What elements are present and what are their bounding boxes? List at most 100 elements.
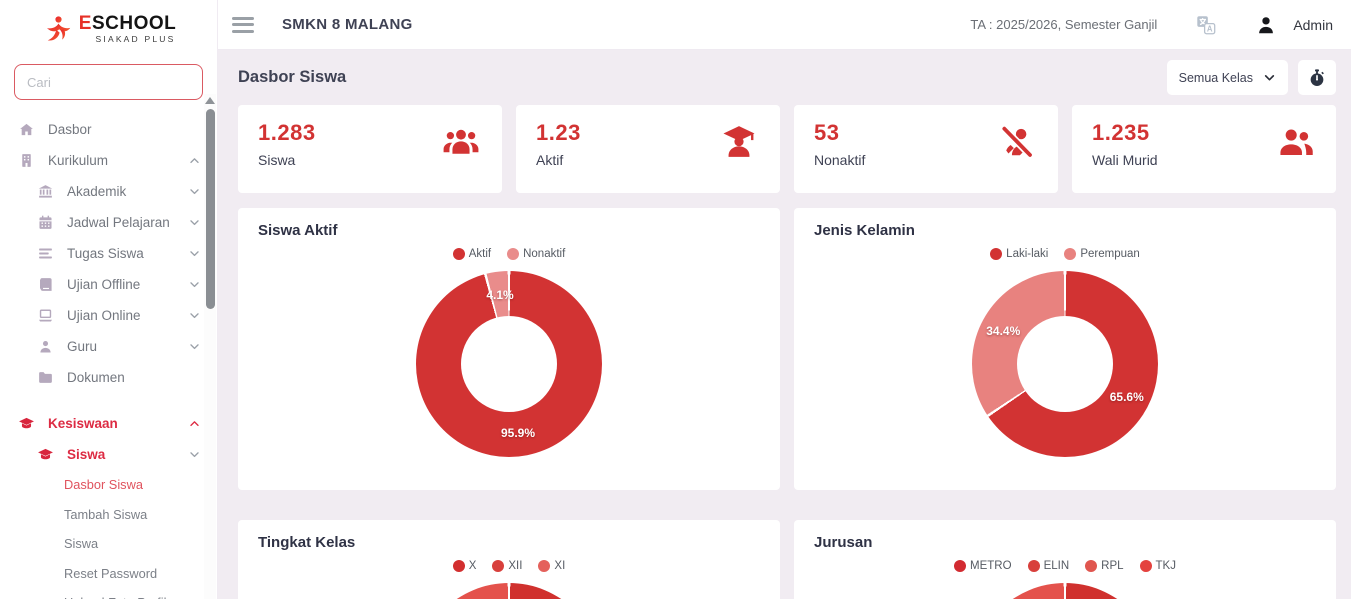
legend-item-aktif[interactable]: Aktif bbox=[452, 248, 492, 260]
chevron-down-icon bbox=[188, 278, 201, 291]
legend-item-perempuan[interactable]: Perempuan bbox=[1064, 248, 1140, 260]
brand-name: ESCHOOL bbox=[78, 13, 177, 35]
slice-label-laki-laki: 65.6% bbox=[1109, 389, 1144, 404]
legend-dot bbox=[492, 560, 505, 572]
building-icon bbox=[18, 152, 35, 169]
sidebar-item-label: Dokumen bbox=[67, 370, 125, 385]
legend-item-elin[interactable]: ELIN bbox=[1027, 560, 1070, 572]
sidebar-item-label: Tambah Siswa bbox=[64, 506, 148, 522]
chart-legend: Aktif Nonaktif bbox=[258, 246, 760, 262]
stat-card-siswa: 1.283 Siswa bbox=[238, 105, 502, 193]
legend-dot bbox=[1139, 560, 1152, 572]
legend-item-rpl[interactable]: RPL bbox=[1085, 560, 1124, 572]
chevron-down-icon bbox=[188, 340, 201, 353]
user-avatar-icon[interactable] bbox=[1255, 14, 1277, 36]
stat-label: Siswa bbox=[258, 152, 296, 168]
sidebar: ESCHOOL SIAKAD PLUS Dasbor Kurikulum Akade… bbox=[0, 0, 218, 599]
chevron-down-icon bbox=[188, 247, 201, 260]
users-two-icon bbox=[1276, 123, 1314, 161]
sidebar-item-reset-password[interactable]: Reset Password bbox=[0, 559, 217, 589]
sidebar-item-tugas-siswa[interactable]: Tugas Siswa bbox=[0, 238, 217, 269]
chevron-down-icon bbox=[1263, 71, 1276, 84]
stats-row: 1.283 Siswa 1.23 Aktif 53 Nonaktif 1.235 Wali M… bbox=[238, 105, 1336, 193]
search-input[interactable] bbox=[14, 64, 203, 100]
sidebar-item-ujian-offline[interactable]: Ujian Offline bbox=[0, 269, 217, 300]
legend-dot bbox=[452, 560, 465, 572]
user-name[interactable]: Admin bbox=[1293, 16, 1333, 33]
grad-cap-icon bbox=[18, 415, 35, 432]
legend-item-tkj[interactable]: TKJ bbox=[1139, 560, 1176, 572]
stat-card-nonaktif: 53 Nonaktif bbox=[794, 105, 1058, 193]
sidebar-item-label: Akademik bbox=[67, 184, 127, 199]
donut-chart[interactable] bbox=[972, 583, 1158, 599]
sidebar-scrollbar[interactable] bbox=[204, 94, 216, 599]
chart-card-jurusan: Jurusan METRO ELIN RPL TKJ bbox=[794, 520, 1336, 599]
scrollbar-thumb[interactable] bbox=[205, 109, 215, 309]
calendar-icon bbox=[37, 214, 54, 231]
sidebar-item-label: Siswa bbox=[64, 536, 99, 552]
sidebar-item-guru[interactable]: Guru bbox=[0, 331, 217, 362]
donut-chart[interactable] bbox=[416, 271, 602, 457]
sidebar-item-label: Dasbor bbox=[48, 122, 92, 137]
tasks-icon bbox=[37, 245, 54, 262]
legend-item-laki-laki[interactable]: Laki-laki bbox=[990, 248, 1048, 260]
scrollbar-up-arrow-icon[interactable] bbox=[205, 97, 215, 104]
chart-legend: X XII XI bbox=[258, 558, 760, 574]
school-name: SMKN 8 MALANG bbox=[282, 16, 413, 33]
sidebar-item-label: Upload Foto Profil bbox=[64, 595, 166, 599]
timer-button[interactable] bbox=[1298, 60, 1336, 95]
brand-logo[interactable]: ESCHOOL SIAKAD PLUS bbox=[0, 0, 217, 52]
donut-chart[interactable] bbox=[416, 583, 602, 599]
sidebar-item-akademik[interactable]: Akademik bbox=[0, 176, 217, 207]
legend-item-xi[interactable]: XI bbox=[538, 560, 565, 572]
legend-label: METRO bbox=[970, 560, 1012, 572]
sidebar-item-kesiswaan[interactable]: Kesiswaan bbox=[0, 408, 217, 439]
chevron-down-icon bbox=[188, 309, 201, 322]
sidebar-item-label: Tugas Siswa bbox=[67, 246, 144, 261]
stat-value: 53 bbox=[814, 120, 840, 145]
sidebar-item-dasbor-siswa[interactable]: Dasbor Siswa bbox=[0, 470, 217, 500]
sidebar-item-dasbor[interactable]: Dasbor bbox=[0, 114, 217, 145]
legend-dot bbox=[1085, 560, 1098, 572]
brand-subtitle: SIAKAD PLUS bbox=[95, 34, 176, 45]
sidebar-item-upload-foto-profil[interactable]: Upload Foto Profil bbox=[0, 588, 217, 599]
legend-item-metro[interactable]: METRO bbox=[954, 560, 1012, 572]
legend-label: RPL bbox=[1101, 560, 1124, 572]
chart-title: Jurusan bbox=[814, 534, 873, 551]
sidebar-item-ujian-online[interactable]: Ujian Online bbox=[0, 300, 217, 331]
sidebar-item-label: Reset Password bbox=[64, 565, 158, 581]
class-filter-select[interactable]: Semua Kelas bbox=[1166, 60, 1288, 95]
chart-title: Siswa Aktif bbox=[258, 222, 338, 239]
legend-label: Aktif bbox=[468, 248, 492, 260]
sidebar-item-tambah-siswa[interactable]: Tambah Siswa bbox=[0, 500, 217, 530]
stat-card-wali-murid: 1.235 Wali Murid bbox=[1072, 105, 1336, 193]
legend-dot bbox=[1027, 560, 1040, 572]
translate-icon[interactable]: A bbox=[1195, 14, 1217, 36]
sidebar-item-siswa[interactable]: Siswa bbox=[0, 439, 217, 470]
page-title: Dasbor Siswa bbox=[238, 68, 347, 86]
sidebar-item-siswa[interactable]: Siswa bbox=[0, 529, 217, 559]
donut-chart-wrap: 95.9% 4.1% bbox=[416, 271, 602, 457]
spark-person-icon bbox=[41, 13, 73, 45]
legend-label: XI bbox=[554, 560, 566, 572]
sidebar-item-label: Kesiswaan bbox=[48, 416, 118, 431]
stat-label: Wali Murid bbox=[1092, 152, 1158, 168]
legend-item-nonaktif[interactable]: Nonaktif bbox=[507, 248, 565, 260]
brand-text: ESCHOOL SIAKAD PLUS bbox=[79, 14, 176, 44]
user-icon bbox=[37, 338, 54, 355]
legend-label: Laki-laki bbox=[1006, 248, 1049, 260]
sidebar-item-kurikulum[interactable]: Kurikulum bbox=[0, 145, 217, 176]
grad-cap-icon bbox=[37, 446, 54, 463]
sidebar-item-dokumen[interactable]: Dokumen bbox=[0, 362, 217, 393]
svg-text:A: A bbox=[1207, 24, 1213, 33]
donut-chart[interactable] bbox=[972, 271, 1158, 457]
sidebar-item-jadwal-pelajaran[interactable]: Jadwal Pelajaran bbox=[0, 207, 217, 238]
slice-label-nonaktif: 4.1% bbox=[486, 287, 514, 302]
legend-item-x[interactable]: X bbox=[452, 560, 476, 572]
legend-label: Perempuan bbox=[1080, 248, 1140, 260]
legend-label: ELIN bbox=[1043, 560, 1070, 572]
legend-item-xii[interactable]: XII bbox=[492, 560, 522, 572]
legend-label: XII bbox=[508, 560, 523, 572]
legend-dot bbox=[452, 248, 465, 260]
hamburger-icon[interactable] bbox=[232, 13, 254, 36]
